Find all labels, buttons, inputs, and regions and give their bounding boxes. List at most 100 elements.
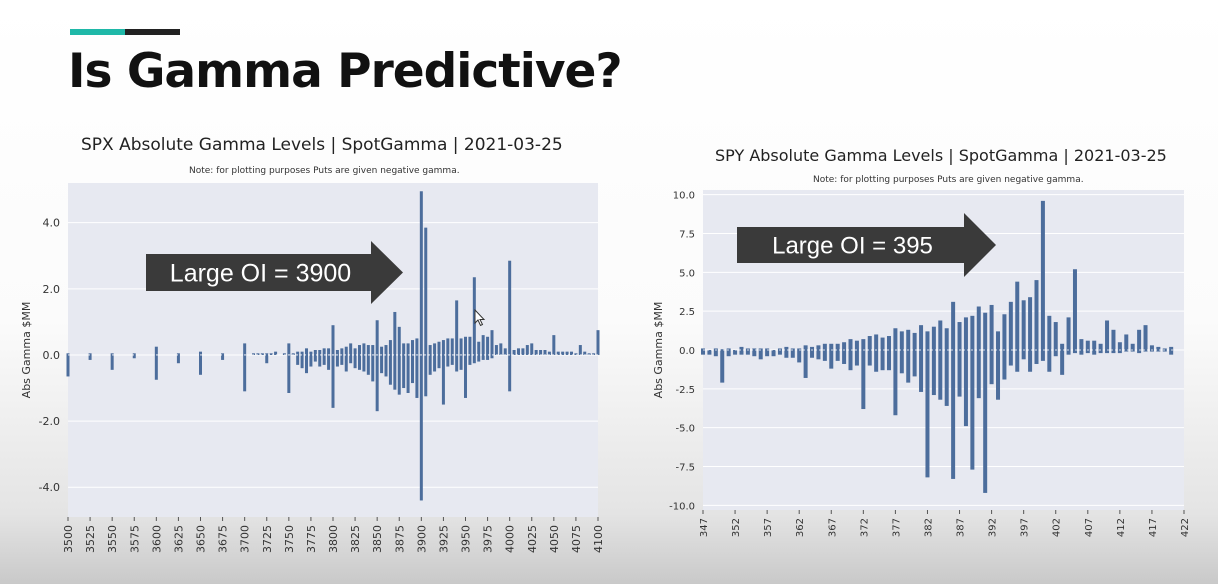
gamma-bar	[287, 354, 291, 393]
gamma-bar	[970, 315, 975, 350]
gamma-bar	[707, 350, 712, 355]
gamma-bar	[1143, 325, 1148, 350]
x-tick-label: 422	[1180, 518, 1191, 537]
gamma-bar	[867, 336, 872, 350]
gamma-bar	[803, 345, 808, 350]
gamma-bar	[331, 354, 335, 408]
gamma-bar	[867, 350, 872, 366]
gamma-bar	[486, 354, 490, 360]
y-tick-label: 2.0	[43, 283, 61, 296]
gamma-bar	[433, 354, 437, 372]
gamma-bar	[880, 337, 885, 350]
gamma-bar	[854, 340, 859, 350]
gamma-bar	[455, 354, 459, 372]
gamma-bar	[1130, 343, 1135, 350]
spy-chart-title: SPY Absolute Gamma Levels | SpotGamma | …	[715, 146, 1167, 165]
y-tick-label: 0.0	[43, 349, 61, 362]
gamma-bar	[556, 351, 560, 355]
gamma-bar	[318, 350, 322, 355]
gamma-bar	[380, 346, 384, 355]
gamma-bar	[976, 350, 981, 399]
gamma-bar	[574, 353, 578, 355]
gamma-bar	[327, 348, 331, 355]
gamma-bar	[132, 353, 136, 355]
gamma-bar	[989, 304, 994, 350]
gamma-bar	[822, 343, 827, 350]
gamma-bar	[552, 335, 556, 355]
gamma-bar	[322, 348, 326, 355]
x-tick-label: 402	[1052, 518, 1063, 537]
gamma-bar	[353, 354, 357, 369]
gamma-bar	[260, 353, 264, 355]
x-tick-label: 377	[891, 518, 902, 537]
gamma-bar	[340, 354, 344, 365]
gamma-bar	[459, 338, 463, 355]
gamma-bar	[957, 322, 962, 350]
gamma-bar	[66, 353, 70, 355]
gamma-bar	[221, 353, 225, 355]
gamma-bar	[938, 320, 943, 350]
gamma-bar	[344, 354, 348, 372]
gamma-bar	[517, 348, 520, 355]
gamma-bar	[331, 325, 335, 355]
gamma-bar	[521, 348, 525, 355]
gamma-bar	[784, 346, 789, 350]
gamma-bar	[371, 345, 375, 355]
gamma-bar	[322, 354, 326, 365]
gamma-bar	[919, 350, 924, 392]
gamma-bar	[419, 191, 423, 355]
gamma-bar	[1034, 350, 1039, 364]
gamma-bar	[411, 340, 414, 355]
gamma-bar	[726, 348, 731, 350]
gamma-bar	[790, 348, 795, 350]
gamma-bar	[720, 349, 725, 350]
gamma-bar	[1105, 320, 1110, 350]
gamma-bar	[983, 312, 988, 350]
gamma-bar	[1098, 350, 1103, 354]
x-tick-label: 352	[731, 518, 742, 537]
gamma-bar	[459, 354, 463, 370]
gamma-bar	[437, 354, 441, 369]
gamma-bar	[388, 354, 392, 385]
gamma-bar	[309, 351, 313, 355]
gamma-bar	[565, 351, 569, 355]
gamma-bar	[816, 350, 821, 360]
gamma-bar	[1117, 350, 1122, 354]
gamma-bar	[88, 354, 92, 360]
gamma-bar	[1098, 343, 1103, 350]
gamma-bar	[931, 326, 936, 350]
x-tick-label: 3725	[261, 525, 274, 553]
gamma-bar	[397, 354, 401, 395]
y-tick-label: -2.0	[39, 415, 60, 428]
gamma-bar	[380, 354, 384, 374]
gamma-bar	[486, 336, 490, 355]
gamma-bar	[1085, 350, 1090, 354]
gamma-bar	[893, 350, 898, 416]
x-tick-label: 4050	[548, 525, 561, 553]
gamma-bar	[1028, 297, 1033, 350]
y-tick-label: 7.5	[679, 229, 695, 240]
gamma-bar	[437, 341, 441, 355]
gamma-bar	[402, 354, 406, 389]
gamma-bar	[362, 354, 366, 372]
x-tick-label: 372	[859, 518, 870, 537]
gamma-bar	[424, 354, 428, 397]
gamma-bar	[450, 338, 454, 355]
gamma-bar	[428, 354, 432, 375]
gamma-bar	[810, 346, 815, 350]
gamma-bar	[1060, 343, 1065, 350]
y-tick-label: 5.0	[679, 268, 695, 279]
gamma-bar	[468, 354, 472, 365]
gamma-bar	[1002, 314, 1007, 350]
gamma-bar	[1085, 340, 1090, 350]
gamma-bar	[1111, 329, 1116, 350]
gamma-bar	[243, 354, 247, 392]
gamma-bar	[539, 350, 543, 355]
gamma-bar	[810, 350, 815, 358]
gamma-bar	[415, 338, 419, 355]
gamma-bar	[592, 353, 596, 355]
x-tick-label: 3600	[150, 525, 163, 553]
gamma-bar	[1066, 317, 1071, 350]
gamma-bar	[1130, 350, 1135, 352]
